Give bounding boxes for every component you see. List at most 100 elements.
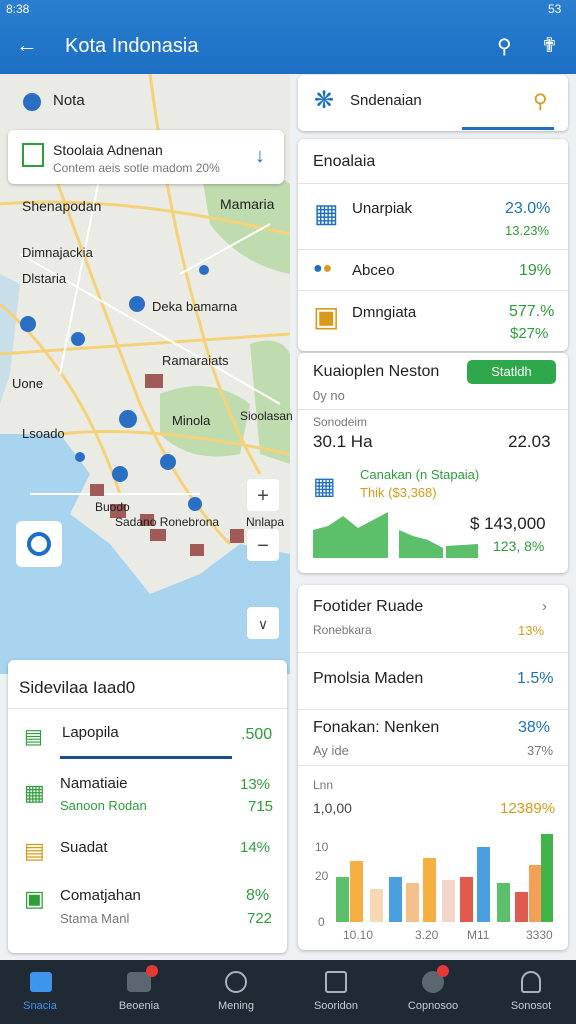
zoom-out-icon: − xyxy=(257,535,269,557)
place-label: Dlstaria xyxy=(22,271,67,286)
row-name: Lapopila xyxy=(62,724,119,741)
layers-button[interactable] xyxy=(247,607,279,639)
status-time: 8:38 xyxy=(6,2,30,16)
right-search-text: Sndenaian xyxy=(350,92,422,109)
chart-label: Lnn xyxy=(313,778,334,792)
chart-sub: 1,0,00 xyxy=(313,800,352,816)
place-label: Uone xyxy=(12,376,44,391)
buildings xyxy=(145,374,163,388)
route-icon xyxy=(22,143,44,167)
route-card[interactable] xyxy=(8,130,284,184)
nav-icon xyxy=(521,971,541,993)
buildings xyxy=(190,544,204,556)
divider xyxy=(298,652,568,653)
row-icon: ▣ xyxy=(313,301,340,332)
locate-button[interactable] xyxy=(16,521,62,567)
chart-value: 12389% xyxy=(500,800,556,817)
left-panel xyxy=(8,660,287,953)
row-value: 1.5% xyxy=(517,670,554,687)
action-button[interactable]: Statldh xyxy=(467,360,556,384)
place-label: Mamaria xyxy=(220,196,275,212)
stat-left: 30.1 Ha xyxy=(313,432,373,451)
bars xyxy=(336,834,553,922)
park xyxy=(160,386,250,457)
nav-item[interactable]: Beoenia xyxy=(118,1000,160,1012)
row-name: Abceo xyxy=(352,262,395,279)
axis-label: 0 xyxy=(318,915,325,929)
trend-area xyxy=(313,512,478,558)
row-subvalue: 37% xyxy=(527,743,554,758)
row-underline xyxy=(60,756,232,759)
card-1 xyxy=(298,139,568,351)
row-icon: ▤ xyxy=(24,838,45,863)
row-sub: Sanoon Rodan xyxy=(60,798,147,813)
bars xyxy=(406,883,419,922)
row-icon: ▣ xyxy=(24,886,45,911)
back-button[interactable]: ← xyxy=(16,32,38,57)
place-label: Buodo xyxy=(95,500,130,514)
pins xyxy=(129,296,145,312)
trend-sub: Thik ($3,368) xyxy=(360,485,437,500)
zoom-in-icon: + xyxy=(257,485,269,507)
place-label: Deka bamarna xyxy=(152,299,238,314)
nav-icon xyxy=(325,971,347,993)
chevron: › xyxy=(542,598,547,615)
search-button[interactable]: ⚲ xyxy=(497,36,512,58)
nav-item[interactable]: Sonosot xyxy=(510,1000,552,1012)
row-name: Unarpiak xyxy=(352,200,413,217)
row-name: Suadat xyxy=(60,839,108,856)
bottom-nav xyxy=(0,960,576,1024)
bars xyxy=(497,883,510,922)
total-value: $ 143,000 xyxy=(470,514,546,533)
water xyxy=(0,74,20,404)
row-name: Pmolsia Maden xyxy=(313,670,424,687)
row-icon: ▤ xyxy=(24,726,43,748)
divider xyxy=(8,708,287,709)
x-label: 3330 xyxy=(526,928,553,942)
badge xyxy=(146,965,158,977)
right-search[interactable] xyxy=(298,75,568,131)
row-icon: ● xyxy=(313,260,323,277)
trend-icon: ▦ xyxy=(313,473,336,500)
search-tab-indicator xyxy=(462,127,554,130)
place-label: Ramaraiats xyxy=(162,353,229,368)
row-icon: ●● xyxy=(313,260,332,278)
zoom-in[interactable] xyxy=(247,479,279,511)
bars xyxy=(389,877,402,922)
park xyxy=(200,161,290,274)
route-arrow: ↓ xyxy=(255,145,265,167)
bars xyxy=(442,880,455,922)
x-label: 3.20 xyxy=(415,928,439,942)
panel-title: Sidevilaa Iaad0 xyxy=(19,678,136,697)
pins xyxy=(119,410,137,428)
divider xyxy=(298,409,568,410)
nav-item[interactable]: Copnosoo xyxy=(407,1000,459,1012)
badge xyxy=(437,965,449,977)
card-title-sub: Ronebkara xyxy=(313,623,372,637)
pins xyxy=(23,93,41,111)
nav-icon xyxy=(225,971,247,993)
bars xyxy=(541,834,553,922)
trend-title: Canakan (n Stapaia) xyxy=(360,467,480,482)
right-search-icon: ⚲ xyxy=(533,91,548,113)
nav-item[interactable]: Snacia xyxy=(23,1000,57,1012)
divider xyxy=(298,290,568,291)
row-value: 19% xyxy=(519,262,552,279)
place-label: Nnlapa xyxy=(246,515,285,529)
nav-icon-active xyxy=(30,972,52,992)
map-search: Nota xyxy=(53,92,85,109)
zoom-out[interactable] xyxy=(247,529,279,561)
buildings xyxy=(140,514,154,526)
route-subtitle: Contem aeis sotle madom 20% xyxy=(53,161,220,175)
nav-item[interactable]: Sooridon xyxy=(313,1000,359,1012)
stat-label: Sonodeim xyxy=(313,415,368,429)
place-label: Sioolasan xyxy=(240,409,293,423)
change-value: 123, 8% xyxy=(493,538,545,554)
filter-button[interactable]: ✟ xyxy=(541,35,558,57)
status-battery: 53 xyxy=(548,2,562,16)
stat-right: 22.03 xyxy=(508,432,551,451)
streets xyxy=(19,173,281,495)
card-title: Footider Ruade xyxy=(313,598,424,615)
layers-icon: ∨ xyxy=(258,616,268,632)
nav-item[interactable]: Mening xyxy=(217,1000,255,1012)
